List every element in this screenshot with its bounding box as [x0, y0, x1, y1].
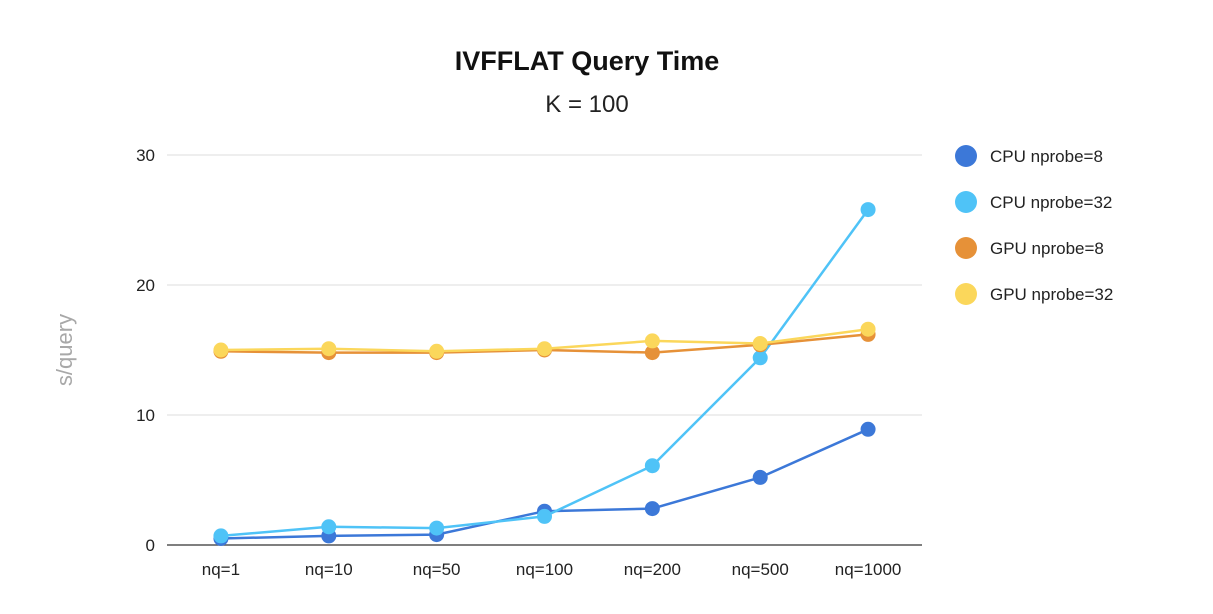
legend-label: GPU nprobe=32	[990, 285, 1113, 304]
data-point	[321, 341, 337, 357]
data-point	[429, 520, 445, 536]
series-line	[220, 208, 870, 538]
legend-marker	[955, 145, 977, 167]
legend-item: CPU nprobe=8	[955, 145, 1103, 167]
legend-marker	[955, 191, 977, 213]
x-tick-label: nq=1000	[835, 560, 902, 579]
x-tick-label: nq=200	[624, 560, 681, 579]
data-point	[860, 202, 876, 218]
y-axis-label: s/query	[52, 314, 77, 386]
data-point	[537, 341, 552, 357]
legend-label: GPU nprobe=8	[990, 239, 1104, 258]
x-axis-ticks: nq=1 nq=10 nq=50 nq=100 nq=200 nq=500 nq=1000	[202, 560, 902, 579]
data-point	[860, 321, 876, 337]
chart-subtitle: K = 100	[545, 91, 628, 118]
data-point	[644, 501, 660, 517]
x-tick-label: nq=50	[413, 560, 461, 579]
grid	[167, 154, 922, 546]
series-group	[213, 321, 876, 359]
legend: CPU nprobe=8 CPU nprobe=32 GPU nprobe=8 GPU…	[955, 145, 1113, 305]
x-tick-label: nq=500	[732, 560, 789, 579]
y-tick-label: 20	[136, 276, 155, 295]
legend-marker	[955, 237, 977, 259]
data-point	[321, 519, 337, 535]
data-point	[213, 342, 229, 358]
data-point	[537, 508, 552, 524]
legend-label: CPU nprobe=8	[990, 147, 1103, 166]
data-point	[752, 469, 768, 485]
y-tick-label: 10	[136, 406, 155, 425]
legend-item: GPU nprobe=32	[955, 283, 1113, 305]
legend-marker	[955, 283, 977, 305]
y-tick-label: 30	[136, 146, 155, 165]
legend-item: CPU nprobe=32	[955, 191, 1112, 213]
data-point	[860, 421, 876, 437]
data-point	[644, 458, 660, 474]
legend-label: CPU nprobe=32	[990, 193, 1112, 212]
data-point	[644, 345, 660, 361]
x-tick-label: nq=10	[305, 560, 353, 579]
y-axis-ticks: 0 10 20 30	[136, 146, 155, 555]
data-point	[429, 343, 445, 359]
data-point	[752, 336, 768, 351]
x-tick-label: nq=100	[516, 560, 573, 579]
legend-item: GPU nprobe=8	[955, 237, 1104, 259]
data-point	[644, 333, 660, 349]
y-tick-label: 0	[146, 536, 155, 555]
series-group	[213, 202, 876, 546]
series-group	[213, 202, 876, 544]
chart-title: IVFFLAT Query Time	[455, 46, 720, 76]
data-point	[752, 350, 768, 366]
data-point	[213, 528, 229, 544]
x-tick-label: nq=1	[202, 560, 240, 579]
